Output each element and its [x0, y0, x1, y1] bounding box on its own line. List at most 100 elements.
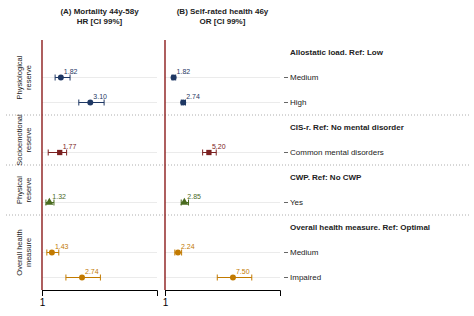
- point: [79, 275, 85, 281]
- row-header: CWP. Ref: No CWP: [290, 173, 362, 182]
- row-label: High: [290, 98, 306, 107]
- error-cap-low: [48, 150, 49, 156]
- data-label: 1.77: [63, 143, 77, 150]
- row-header: Overall health measure. Ref: Optimal: [290, 223, 430, 232]
- grid-line: [165, 77, 280, 78]
- row-tick: [284, 152, 288, 153]
- point: [49, 250, 55, 256]
- row-label: Medium: [290, 248, 319, 257]
- data-labels: 1.82 3.10 1.77 1.32 1.43 2.74: [52, 68, 107, 275]
- error-cap-low: [55, 75, 56, 81]
- grid-line: [165, 152, 280, 153]
- group-label-line: reserve: [24, 65, 33, 90]
- chart: Physiologicalreserve Socioemotionalreserv…: [0, 0, 474, 316]
- x-axis-line: [43, 291, 158, 297]
- error-cap-low: [78, 100, 79, 106]
- data-label: 2.74: [186, 93, 200, 100]
- error-bar: [48, 150, 66, 156]
- point: [58, 75, 64, 81]
- grid: [42, 78, 157, 278]
- group-label-line: reserve: [24, 127, 33, 152]
- group-separator: [6, 115, 470, 116]
- error-cap-high: [104, 100, 105, 106]
- error-bar: [66, 275, 101, 281]
- data-label: 7.50: [236, 268, 250, 275]
- row-tick: [284, 252, 288, 253]
- marks: [45, 75, 104, 281]
- x-axis: 1: [163, 290, 281, 308]
- grid-line: [165, 252, 280, 253]
- group-label: Overall healthmeasure: [15, 229, 33, 275]
- error-cap-high: [53, 200, 54, 206]
- grid-line: [42, 102, 157, 103]
- error-cap-high: [58, 250, 59, 256]
- group-label: Physicalreserve: [15, 176, 33, 204]
- row-header: Allostatic load. Ref: Low: [290, 48, 384, 57]
- point: [230, 275, 236, 281]
- row-labels: Allostatic load. Ref: LowMediumHighCIS-r…: [284, 48, 430, 282]
- data-label: 1.82: [64, 68, 78, 75]
- group-labels: Physiologicalreserve Socioemotionalreserv…: [15, 55, 33, 275]
- x-tick-mark: [42, 290, 43, 296]
- x-tick-label: 1: [163, 297, 169, 308]
- row-label: Impaired: [290, 273, 321, 282]
- error-cap-high: [66, 150, 67, 156]
- error-cap-low: [202, 150, 203, 156]
- group-label-line: reserve: [24, 177, 33, 202]
- row-label: Common mental disorders: [290, 148, 384, 157]
- panel-title-line: HR [CI 99%]: [77, 17, 123, 26]
- row-tick: [284, 102, 288, 103]
- data-label: 2.24: [181, 243, 195, 250]
- group-separator: [6, 215, 470, 216]
- data-label: 3.10: [93, 93, 107, 100]
- group-separator: [6, 165, 470, 166]
- row-tick: [284, 277, 288, 278]
- x-axis: 1: [40, 290, 158, 308]
- panel: (A) Mortality 44y-58yHR [CI 99%] 1.82 3.10…: [40, 7, 158, 308]
- panel-title: (A) Mortality 44y-58yHR [CI 99%]: [60, 7, 139, 26]
- grid-line: [42, 202, 157, 203]
- data-labels: 1.82 2.74 5.20 2.85 2.24 7.50: [177, 68, 250, 275]
- group-label: Physiologicalreserve: [15, 55, 33, 99]
- reference-line: [41, 40, 42, 290]
- x-axis-line: [166, 291, 281, 297]
- error-bar: [55, 75, 70, 81]
- error-cap-high: [100, 275, 101, 281]
- error-cap-low: [46, 250, 47, 256]
- data-label: 2.85: [187, 193, 201, 200]
- grid-line: [165, 277, 280, 278]
- point: [206, 150, 211, 155]
- error-bar: [175, 250, 182, 256]
- panel-title-line: (A) Mortality 44y-58y: [60, 7, 139, 16]
- error-bar: [79, 100, 104, 106]
- error-cap-low: [65, 275, 66, 281]
- error-cap-high: [216, 150, 217, 156]
- panel-title-line: OR [CI 99%]: [200, 17, 246, 26]
- x-tick: 1: [163, 290, 169, 308]
- reference-line: [164, 40, 165, 290]
- grid-line: [42, 277, 157, 278]
- point: [180, 100, 186, 106]
- error-cap-high: [181, 250, 182, 256]
- row-tick: [284, 202, 288, 203]
- x-tick: 1: [40, 290, 46, 308]
- data-label: 1.82: [177, 68, 191, 75]
- data-label: 2.74: [85, 268, 99, 275]
- row-label: Yes: [290, 198, 303, 207]
- point: [175, 250, 181, 256]
- data-label: 5.20: [212, 143, 226, 150]
- data-label: 1.32: [52, 193, 66, 200]
- point: [171, 75, 177, 81]
- error-bar: [47, 250, 59, 256]
- data-label: 1.43: [55, 243, 69, 250]
- panel: (B) Self-rated health 46yOR [CI 99%] 1.82…: [163, 7, 281, 308]
- point: [57, 150, 62, 155]
- point: [87, 100, 93, 106]
- error-cap-high: [70, 75, 71, 81]
- group-label: Socioemotionalreserve: [15, 114, 33, 166]
- marks: [171, 75, 252, 281]
- row-tick: [284, 77, 288, 78]
- panel-title-line: (B) Self-rated health 46y: [177, 7, 269, 16]
- grid: [165, 78, 280, 278]
- x-tick-mark: [165, 290, 166, 296]
